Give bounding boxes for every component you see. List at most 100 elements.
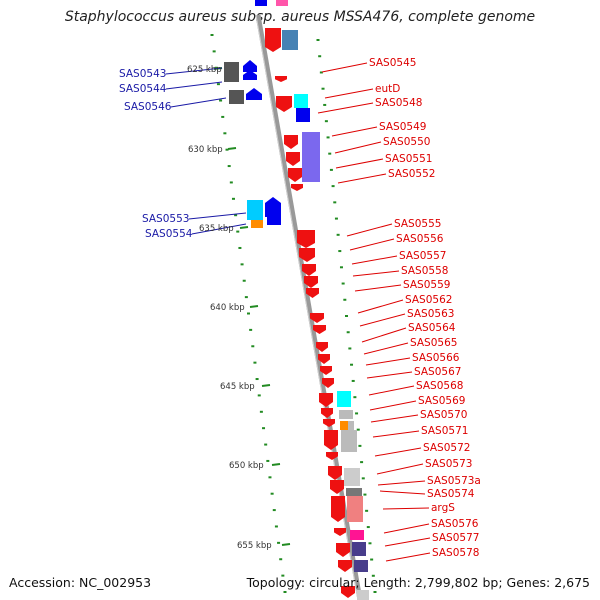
accession-text: Accession: NC_002953 [9, 575, 152, 590]
label-leader-line [374, 447, 422, 457]
gene-label-sas0562: SAS0562 [405, 294, 452, 306]
label-leader-line [188, 212, 247, 220]
map-title: Staphylococcus aureus subsp. aureus MSSA… [64, 9, 536, 25]
gene-label-sas0576: SAS0576 [431, 518, 479, 530]
gene-label-sas0570: SAS0570 [420, 409, 467, 421]
gene-label-args: argS [431, 502, 455, 514]
forward-gene-arrow [276, 96, 292, 112]
feature-box-pink [350, 530, 364, 540]
feature-box-orange [340, 421, 348, 430]
forward-gene-arrow [304, 276, 318, 288]
kbp-label: 635 kbp [199, 224, 234, 234]
gene-label-sas0567: SAS0567 [414, 366, 461, 378]
gene-label-sas0546: SAS0546 [124, 101, 172, 113]
label-leader-line [372, 430, 420, 438]
gene-label-sas0558: SAS0558 [401, 265, 448, 277]
label-leader-line [383, 523, 430, 534]
label-leader-line [382, 507, 430, 510]
label-leader-line [349, 238, 395, 251]
forward-gene-arrow [320, 366, 332, 375]
gene-label-sas0573a: SAS0573a [427, 475, 481, 487]
gene-label-sas0543: SAS0543 [119, 68, 166, 80]
forward-gene-arrow [318, 354, 330, 364]
feature-box-gray [348, 421, 354, 430]
label-leader-line [384, 537, 431, 547]
forward-gene-arrow [338, 560, 352, 572]
label-leader-line [363, 342, 409, 355]
gene-label-sas0544: SAS0544 [119, 83, 167, 95]
feature-box-purple [302, 132, 320, 182]
gene-label-sas0565: SAS0565 [410, 337, 457, 349]
gene-label-sas0556: SAS0556 [396, 233, 444, 245]
gene-label-sas0551: SAS0551 [385, 153, 432, 165]
label-leader-line [366, 371, 413, 379]
forward-gene-arrow [341, 586, 355, 598]
top-reverse-gene [255, 0, 267, 6]
scale-ticks [210, 34, 377, 593]
gene-label-eutd: eutD [375, 83, 400, 95]
gene-label-sas0555: SAS0555 [394, 218, 441, 230]
forward-gene-arrow [313, 325, 326, 334]
feature-box-steelblue [282, 30, 298, 50]
label-leader-line [377, 480, 426, 486]
gene-label-sas0557: SAS0557 [399, 250, 446, 262]
gene-label-sas0563: SAS0563 [407, 308, 454, 320]
kbp-label: 650 kbp [229, 461, 264, 471]
label-leader-line [324, 88, 374, 99]
kbp-tick [249, 305, 259, 308]
feature-box-indigo [352, 542, 366, 556]
label-leader-line [352, 270, 400, 277]
gene-label-sas0550: SAS0550 [383, 136, 430, 148]
kbp-label: 655 kbp [237, 541, 272, 551]
forward-gene-arrow [288, 168, 302, 182]
forward-gene-arrow [326, 452, 338, 460]
label-leader-line [357, 299, 404, 314]
gene-label-sas0568: SAS0568 [416, 380, 463, 392]
label-leader-line [365, 357, 411, 366]
label-leader-line [334, 141, 382, 154]
forward-gene-arrow [324, 430, 338, 450]
top-colored-box [276, 0, 288, 6]
label-leader-line [317, 102, 374, 114]
label-leader-line [191, 223, 247, 235]
kbp-tick [271, 463, 281, 466]
gene-label-sas0566: SAS0566 [412, 352, 460, 364]
forward-gene-arrow [331, 496, 345, 522]
gene-label-sas0549: SAS0549 [379, 121, 426, 133]
label-leader-line [321, 62, 368, 73]
forward-gene-arrow [265, 28, 281, 52]
label-leader-line [376, 463, 424, 475]
reverse-gene-arrow [246, 88, 262, 100]
label-leader-line [361, 327, 407, 343]
feature-box-gray [229, 90, 244, 104]
genome-info-text: Topology: circular; Length: 2,799,802 bp… [246, 575, 590, 590]
feature-box-gray [346, 488, 362, 496]
gene-label-sas0554: SAS0554 [145, 228, 193, 240]
kbp-label: 625 kbp [187, 65, 222, 75]
forward-gene-arrow [286, 152, 300, 166]
gene-label-sas0569: SAS0569 [418, 395, 465, 407]
feature-box-cyan [294, 94, 308, 108]
forward-gene-arrow [297, 230, 315, 248]
forward-gene-arrow [275, 76, 287, 82]
kbp-label: 645 kbp [220, 382, 255, 392]
forward-gene-arrow [306, 288, 319, 298]
label-leader-line [379, 490, 426, 495]
gene-label-sas0571: SAS0571 [421, 425, 468, 437]
kbp-label: 630 kbp [188, 145, 223, 155]
gene-label-sas0564: SAS0564 [408, 322, 456, 334]
gene-label-sas0548: SAS0548 [375, 97, 422, 109]
forward-gene-arrow [299, 248, 315, 262]
forward-gene-arrow [310, 313, 324, 323]
feature-box-orange [251, 220, 263, 228]
label-leader-line [165, 67, 223, 75]
feature-box-salmon [347, 496, 363, 522]
feature-box-gray [224, 62, 239, 82]
gene-label-sas0552: SAS0552 [388, 168, 435, 180]
label-leader-line [331, 126, 378, 137]
feature-box-blue [296, 108, 310, 122]
forward-gene-arrow [321, 408, 333, 418]
gene-labels: 625 kbp 630 kbp 635 kbp 640 kbp 645 kbp 650 k… [119, 57, 481, 559]
forward-gene-arrow [316, 342, 328, 352]
